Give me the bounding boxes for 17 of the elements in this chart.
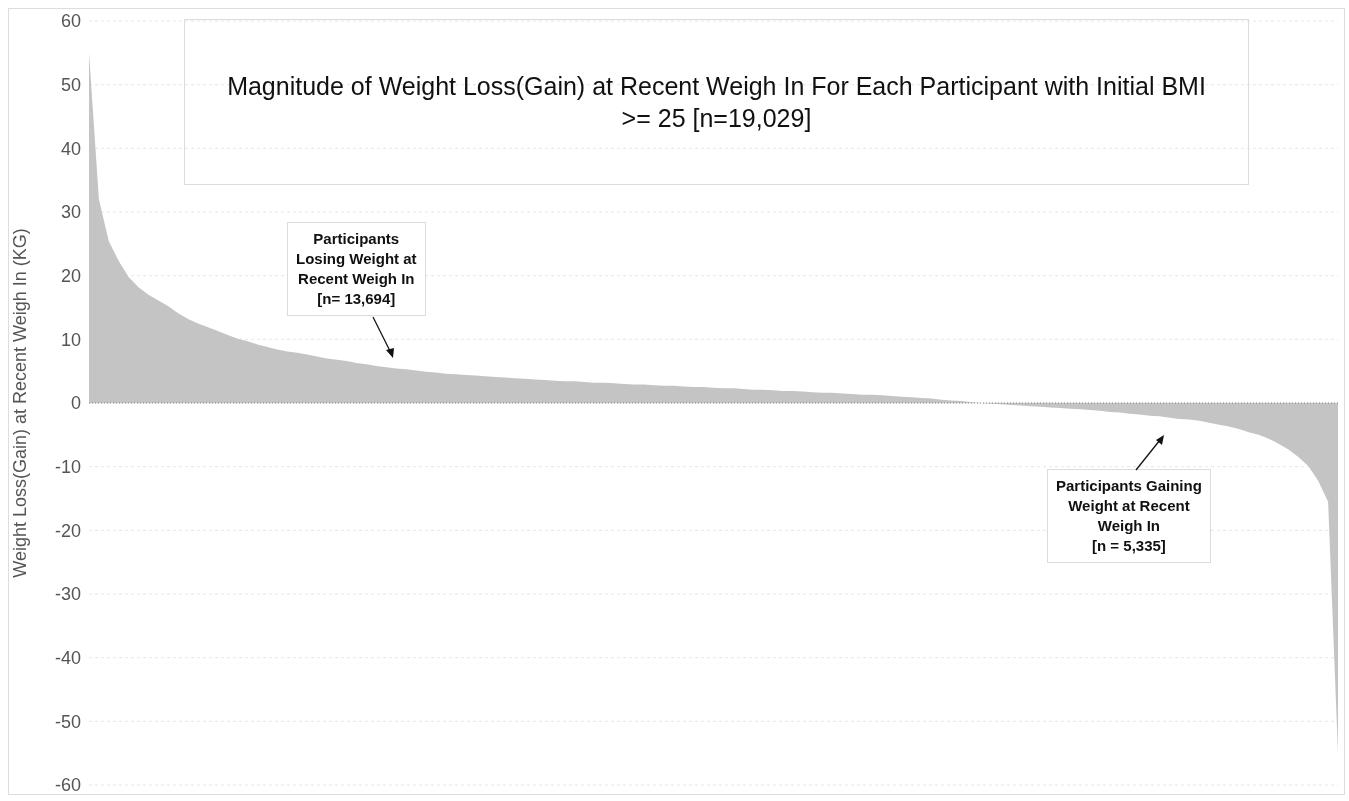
y-axis-title: Weight Loss(Gain) at Recent Weigh In (KG) [10,228,31,578]
y-tick-label: 20 [60,266,81,287]
y-tick-label: -10 [54,457,81,478]
y-tick-label: 40 [60,138,81,159]
y-tick-label: -40 [54,648,81,669]
y-tick-label: 0 [70,393,81,414]
y-tick-label: 30 [60,202,81,223]
annotation: Participants Losing Weight at Recent Weigh In [n= 13,694] [287,222,426,316]
y-tick-label: -50 [54,711,81,732]
y-tick-label: 50 [60,75,81,96]
y-tick-label: -30 [54,584,81,605]
y-tick-label: -60 [54,775,81,796]
y-tick-label: 10 [60,329,81,350]
text: Magnitude of Weight Loss(Gain) at Recent Weigh In For Each Participant with Initial BMI >= 25 [n=19,029] [184,19,1249,185]
annotation: Participants Gaining Weight at Recent Weigh In [n = 5,335] [1047,469,1211,563]
y-tick-label: -20 [54,520,81,541]
y-tick-label: 60 [60,11,81,32]
